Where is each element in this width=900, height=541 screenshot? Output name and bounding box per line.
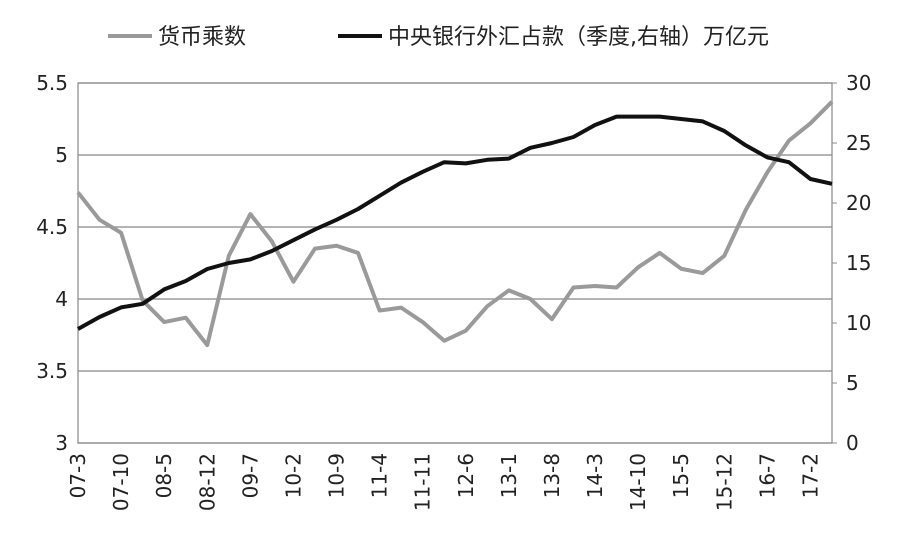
y2-tick-label: 10 — [846, 311, 871, 335]
legend-label: 货币乘数 — [158, 25, 246, 50]
y2-tick-label: 25 — [846, 131, 871, 155]
x-tick-label: 08-5 — [152, 453, 176, 498]
x-tick-label: 12-6 — [454, 453, 478, 498]
y2-tick-label: 20 — [846, 191, 871, 215]
y-tick-label: 5 — [55, 143, 68, 167]
x-tick-label: 15-12 — [712, 453, 736, 511]
plot-frame — [77, 82, 833, 444]
y-tick-label: 5.5 — [36, 71, 68, 95]
x-tick-label: 15-5 — [669, 453, 693, 498]
x-tick-label: 17-2 — [798, 453, 822, 498]
x-tick-label: 16-7 — [755, 453, 779, 498]
line-series — [76, 100, 834, 348]
x-tick-label: 10-2 — [281, 453, 305, 498]
x-tick-label: 10-9 — [325, 453, 349, 498]
y-tick-label: 4.5 — [36, 215, 68, 239]
x-tick-label: 14-3 — [583, 453, 607, 498]
x-tick-label: 11-4 — [368, 453, 392, 498]
y-tick-label: 3.5 — [36, 359, 68, 383]
x-tick-label: 14-10 — [626, 453, 650, 511]
x-tick-label: 11-11 — [411, 453, 435, 511]
y-tick-label: 4 — [55, 287, 68, 311]
x-tick-label: 08-12 — [195, 453, 219, 511]
x-tick-label: 13-1 — [497, 453, 521, 498]
x-tick-label: 13-8 — [540, 453, 564, 498]
x-tick-label: 09-7 — [238, 453, 262, 498]
line-series — [77, 114, 833, 331]
x-tick-label: 07-3 — [66, 453, 90, 498]
y2-tick-label: 0 — [846, 431, 859, 455]
legend-label: 中央银行外汇占款（季度,右轴）万亿元 — [388, 25, 769, 50]
y2-tick-label: 5 — [846, 371, 859, 395]
y2-tick-label: 15 — [846, 251, 871, 275]
y2-tick-label: 30 — [846, 71, 871, 95]
y-tick-label: 3 — [55, 431, 68, 455]
x-tick-label: 07-10 — [109, 453, 133, 511]
